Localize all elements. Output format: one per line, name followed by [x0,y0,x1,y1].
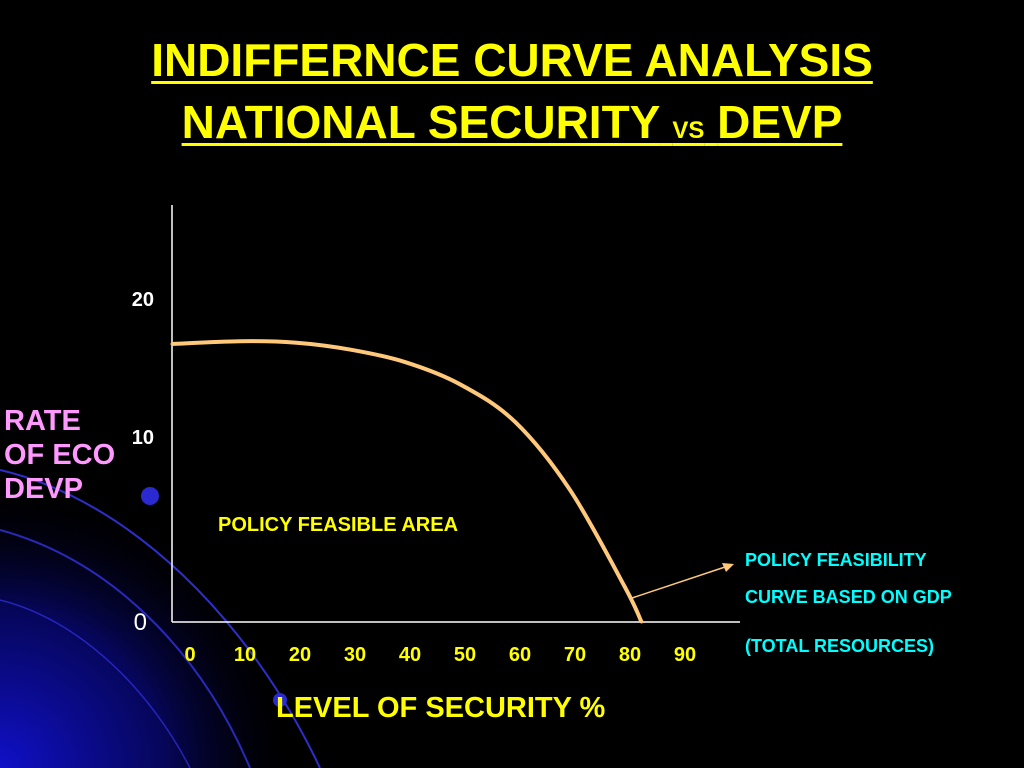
curve-annotation-line1: POLICY FEASIBILITY [745,550,927,570]
y-axis-label-line2: OF ECO [4,439,116,471]
y-tick-label: 0 [134,609,147,636]
data-point-0 [170,342,174,346]
x-tick-label: 0 [184,644,195,666]
x-tick-label: 50 [454,644,476,666]
annotation-arrow [631,563,734,599]
x-tick-label: 90 [674,644,696,666]
curve-annotation-line2: CURVE BASED ON GDP [745,587,952,607]
y-axis-label: RATE OF ECO DEVP [4,404,115,506]
x-tick-label: 30 [344,644,366,666]
data-point-7 [568,488,572,492]
page-title-line2: NATIONAL SECURITY VS DEVP [0,96,1024,157]
x-tick-label: 20 [289,644,311,666]
title-line2-right: DEVP [717,96,843,148]
data-point-2 [293,341,297,345]
y-axis-label-line1: RATE [4,405,81,437]
series-line [171,339,644,623]
data-point-1 [238,339,242,343]
x-tick-label: 10 [234,644,256,666]
data-point-4 [403,360,407,364]
x-axis-label: LEVEL OF SECURITY % [276,692,606,724]
x-tick-label: 80 [619,644,641,666]
policy-feasible-area-label: POLICY FEASIBLE AREA [218,514,459,536]
data-point-9 [640,620,643,624]
y-tick-label: 20 [132,289,154,311]
title-vs: VS [672,117,705,144]
y-tick-label: 10 [132,427,154,449]
x-tick-label: 60 [509,644,531,666]
data-point-6 [513,420,517,424]
data-point-8 [623,585,627,589]
data-point-5 [458,382,462,386]
title-line2-left: NATIONAL SECURITY [181,96,660,148]
title-line1-text: INDIFFERNCE CURVE ANALYSIS [151,34,873,86]
x-tick-label: 40 [399,644,421,666]
curve-annotation-line3: (TOTAL RESOURCES) [745,636,935,656]
data-point-3 [348,348,352,352]
y-axis-label-line3: DEVP [4,473,83,505]
x-tick-label: 70 [564,644,586,666]
page-title-line1: INDIFFERNCE CURVE ANALYSIS [0,34,1024,86]
